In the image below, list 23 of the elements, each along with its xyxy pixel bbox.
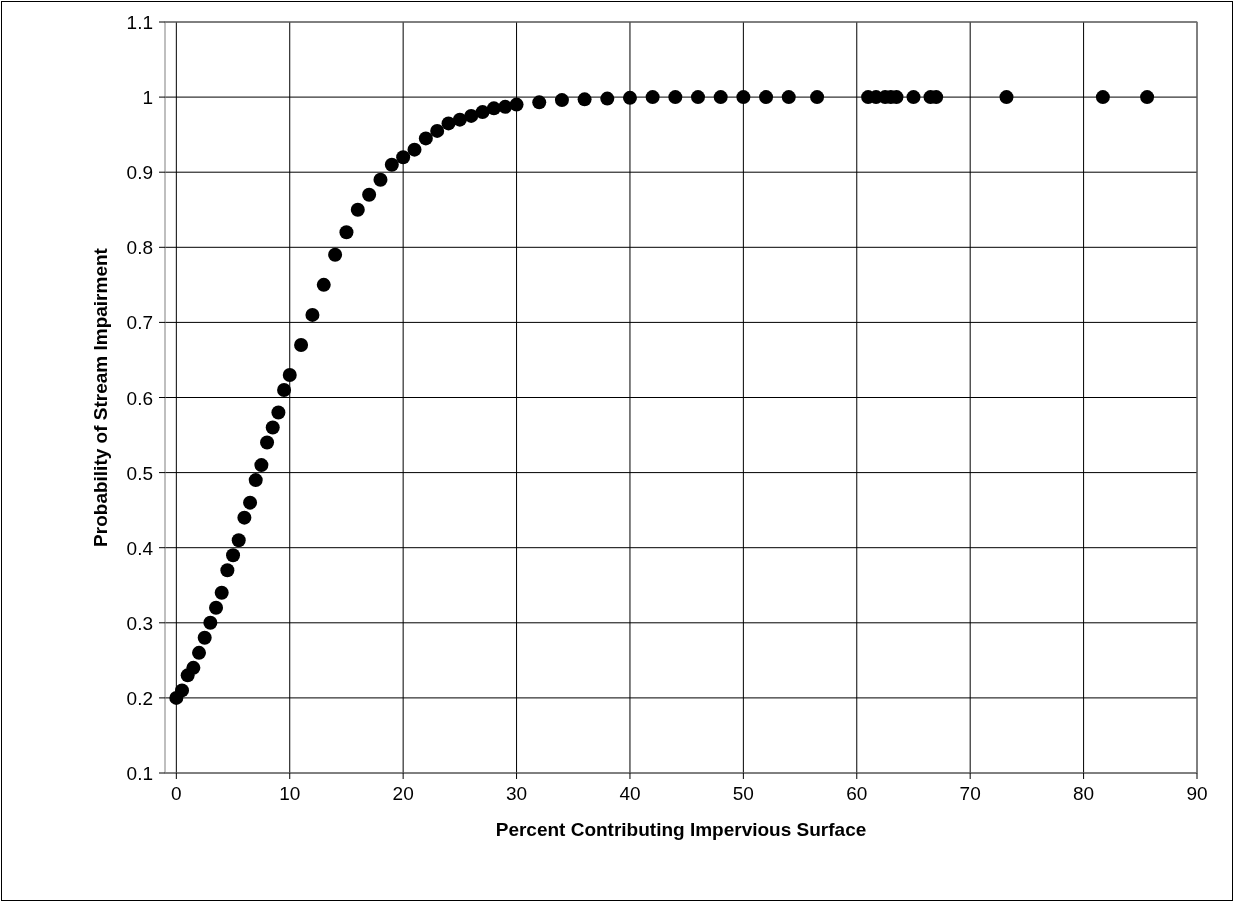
y-tick-label: 1 xyxy=(142,87,153,109)
x-tick-label: 90 xyxy=(1186,783,1208,804)
x-tick-label: 40 xyxy=(619,783,641,804)
x-tick-label: 70 xyxy=(959,783,981,804)
y-tick-label: 0.2 xyxy=(126,687,153,709)
y-tick-label: 0.8 xyxy=(126,237,153,259)
y-tick-label: 0.4 xyxy=(126,537,154,559)
x-axis-title: Percent Contributing Impervious Surface xyxy=(495,819,867,840)
y-tick-label: 0.3 xyxy=(126,612,153,634)
y-tick-label: 0.9 xyxy=(126,162,153,184)
x-tick-label: 10 xyxy=(279,783,301,804)
x-tick-label: 50 xyxy=(732,783,754,804)
x-tick-label: 0 xyxy=(171,783,182,804)
y-tick-label: 0.5 xyxy=(126,462,153,484)
x-tick-label: 60 xyxy=(846,783,868,804)
y-tick-label: 0.6 xyxy=(126,387,153,409)
y-tick-label: 1.1 xyxy=(126,12,153,33)
y-tick-label: 0.1 xyxy=(126,763,153,784)
x-tick-label: 30 xyxy=(505,783,528,804)
x-tick-label: 80 xyxy=(1073,783,1095,804)
y-axis-title: Probability of Stream Impairment xyxy=(90,247,111,547)
x-tick-label: 20 xyxy=(392,783,414,804)
y-tick-label: 0.7 xyxy=(126,312,153,334)
